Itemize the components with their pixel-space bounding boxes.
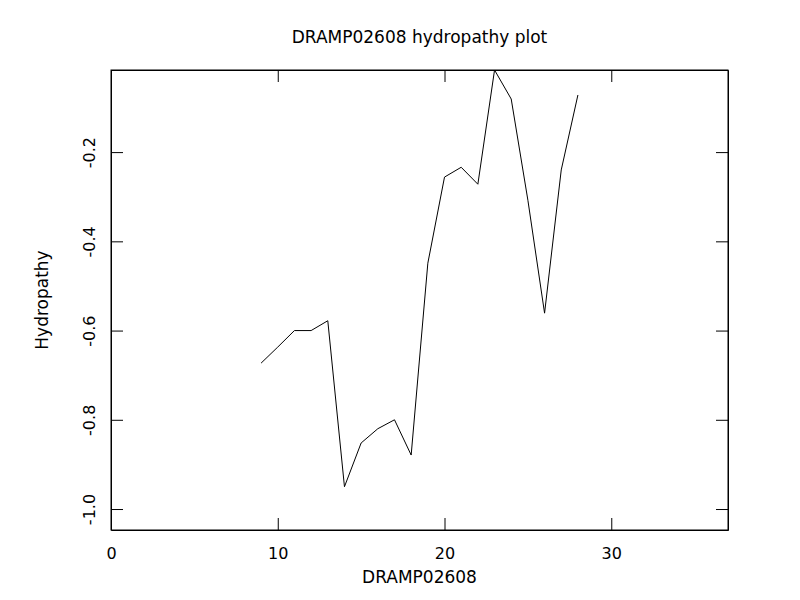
tick-label: -0.8 — [80, 405, 99, 436]
y-axis-right — [716, 71, 729, 531]
tick-label: 30 — [602, 544, 622, 563]
axis-line — [112, 70, 729, 71]
tick: -0.8 — [80, 405, 123, 436]
tick: -0.6 — [80, 315, 123, 346]
tick: 10 — [268, 518, 288, 563]
tick-mark — [278, 518, 279, 530]
plot-area — [261, 70, 578, 487]
tick — [278, 70, 279, 82]
tick: -1.0 — [80, 494, 123, 525]
title: DRAMP02608 hydropathy plot — [292, 27, 548, 47]
tick-mark — [716, 241, 728, 242]
tick — [611, 70, 612, 82]
tick-mark — [445, 70, 446, 82]
tick — [445, 70, 446, 82]
tick-label: -0.2 — [80, 137, 99, 168]
tick-mark — [111, 152, 123, 153]
tick-mark — [611, 518, 612, 530]
tick-mark — [111, 509, 123, 510]
tick-mark — [278, 70, 279, 82]
y-axis: -1.0 -0.8 -0.6 -0.4 -0.2 — [80, 71, 123, 531]
y-axis-title: Hydropathy — [32, 250, 52, 349]
tick — [716, 420, 728, 421]
x-axis-top — [112, 70, 729, 82]
tick: -0.4 — [80, 226, 123, 257]
tick-label: -0.6 — [80, 315, 99, 346]
x-axis: 0 10 20 30 — [106, 518, 728, 563]
tick-mark — [716, 331, 728, 332]
tick-mark — [111, 331, 123, 332]
tick-mark — [611, 70, 612, 82]
axis-line — [112, 530, 729, 531]
tick: 20 — [435, 518, 455, 563]
tick-label: -1.0 — [80, 494, 99, 525]
plot-frame — [111, 70, 728, 530]
tick-label: 20 — [435, 544, 455, 563]
tick — [716, 331, 728, 332]
tick-mark — [445, 518, 446, 530]
tick-mark — [716, 509, 728, 510]
tick-mark — [111, 241, 123, 242]
tick-mark — [111, 420, 123, 421]
tick-label: 0 — [106, 544, 116, 563]
tick-mark — [716, 420, 728, 421]
tick-label: 10 — [268, 544, 288, 563]
tick — [716, 241, 728, 242]
tick-label: -0.4 — [80, 226, 99, 257]
tick — [716, 152, 728, 153]
x-axis-title: DRAMP02608 — [362, 567, 477, 587]
chart: 0 10 20 30 -1.0 -0.8 -0.6 -0.4 -0.2 DRAMP02608 hy… — [0, 0, 800, 600]
tick: -0.2 — [80, 137, 123, 168]
axis-line — [728, 71, 729, 531]
tick-mark — [716, 152, 728, 153]
tick: 30 — [602, 518, 622, 563]
hydropathy-line — [261, 70, 578, 487]
axis-line — [111, 71, 112, 531]
tick — [716, 509, 728, 510]
